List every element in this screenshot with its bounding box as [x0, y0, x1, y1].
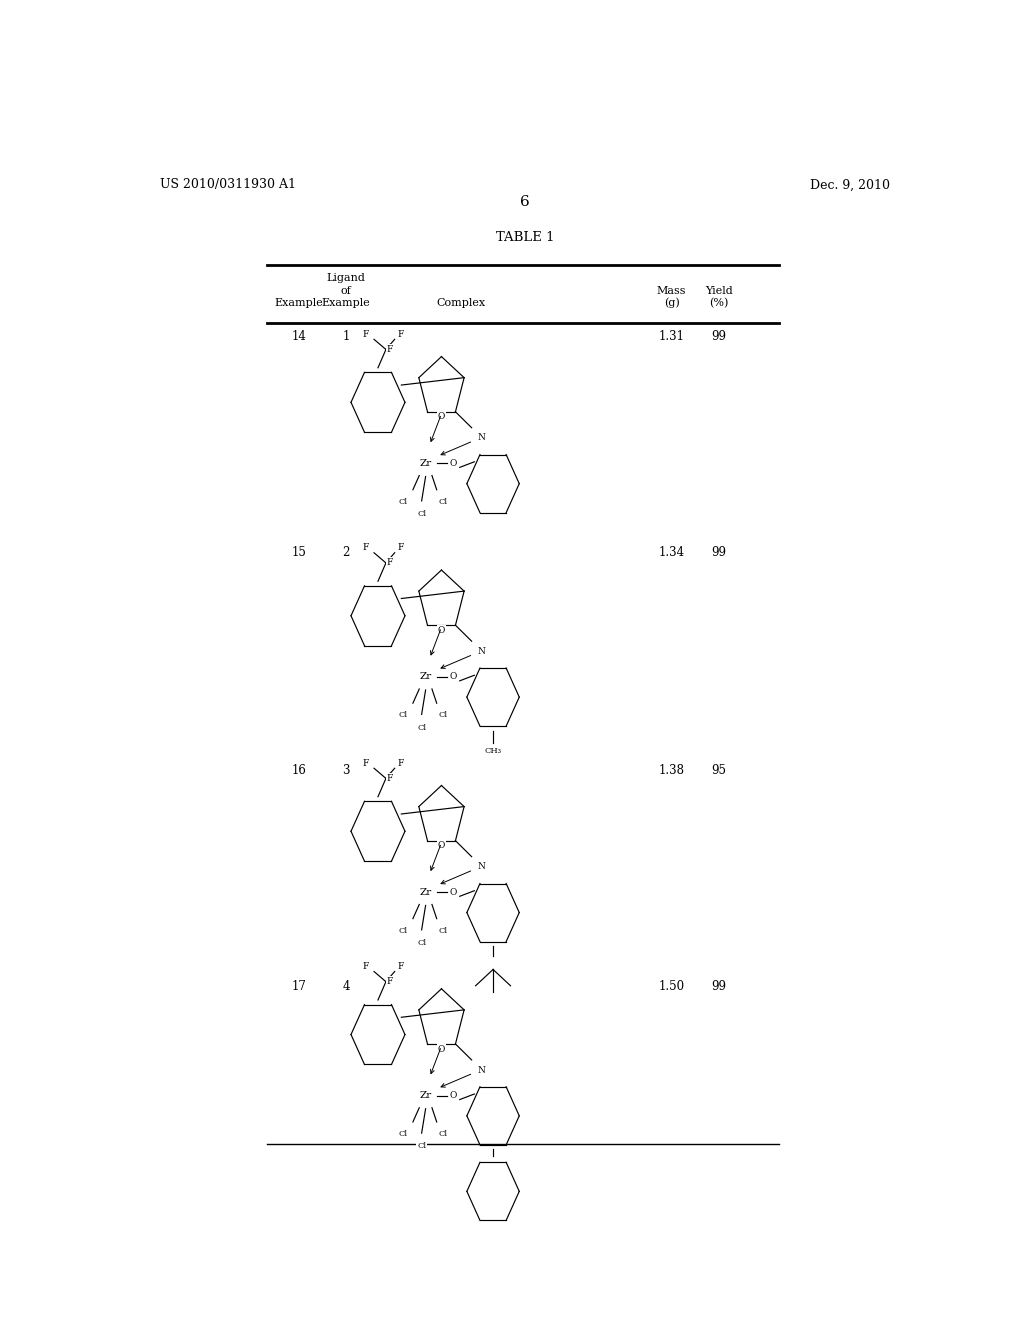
Text: O: O	[438, 412, 445, 421]
Text: Cl: Cl	[398, 1130, 408, 1138]
Text: (%): (%)	[710, 297, 729, 308]
Text: 15: 15	[291, 546, 306, 560]
Text: F: F	[362, 962, 370, 972]
Text: Example: Example	[322, 298, 371, 308]
Text: 2: 2	[343, 546, 350, 560]
Text: F: F	[397, 962, 403, 972]
Text: O: O	[450, 459, 457, 467]
Text: 1.38: 1.38	[658, 764, 685, 776]
Text: 1: 1	[343, 330, 350, 343]
Text: F: F	[397, 330, 403, 339]
Text: TABLE 1: TABLE 1	[496, 231, 554, 244]
Text: N: N	[477, 433, 485, 442]
Text: Cl: Cl	[398, 498, 408, 506]
Text: O: O	[438, 626, 445, 635]
Text: O: O	[438, 1044, 445, 1053]
Text: F: F	[362, 759, 370, 768]
Text: 1.50: 1.50	[658, 981, 685, 993]
Text: CH₃: CH₃	[484, 747, 502, 755]
Text: 99: 99	[712, 546, 727, 560]
Text: F: F	[387, 345, 393, 354]
Text: Cl: Cl	[417, 1142, 426, 1150]
Text: Dec. 9, 2010: Dec. 9, 2010	[810, 178, 890, 191]
Text: Example: Example	[274, 298, 323, 308]
Text: N: N	[477, 647, 485, 656]
Text: O: O	[450, 888, 457, 896]
Text: Zr: Zr	[420, 672, 432, 681]
Text: 1.31: 1.31	[658, 330, 685, 343]
Text: Cl: Cl	[417, 510, 426, 519]
Text: US 2010/0311930 A1: US 2010/0311930 A1	[160, 178, 296, 191]
Text: Cl: Cl	[438, 498, 447, 506]
Text: Cl: Cl	[438, 927, 447, 935]
Text: Complex: Complex	[437, 298, 485, 308]
Text: Cl: Cl	[398, 927, 408, 935]
Text: Zr: Zr	[420, 1092, 432, 1100]
Text: 16: 16	[291, 764, 306, 776]
Text: 1.34: 1.34	[658, 546, 685, 560]
Text: Cl: Cl	[417, 723, 426, 731]
Text: 17: 17	[291, 981, 306, 993]
Text: 6: 6	[520, 195, 529, 209]
Text: 4: 4	[342, 981, 350, 993]
Text: F: F	[387, 977, 393, 986]
Text: N: N	[477, 862, 485, 871]
Text: Cl: Cl	[438, 1130, 447, 1138]
Text: F: F	[387, 774, 393, 783]
Text: 95: 95	[712, 764, 727, 776]
Text: (g): (g)	[664, 297, 680, 308]
Text: F: F	[362, 544, 370, 552]
Text: 3: 3	[342, 764, 350, 776]
Text: F: F	[387, 558, 393, 568]
Text: Cl: Cl	[417, 939, 426, 946]
Text: O: O	[450, 672, 457, 681]
Text: Mass: Mass	[656, 285, 686, 296]
Text: N: N	[477, 1065, 485, 1074]
Text: Zr: Zr	[420, 888, 432, 896]
Text: F: F	[397, 759, 403, 768]
Text: 99: 99	[712, 330, 727, 343]
Text: Cl: Cl	[438, 711, 447, 719]
Text: Yield: Yield	[706, 285, 733, 296]
Text: F: F	[397, 544, 403, 552]
Text: Zr: Zr	[420, 459, 432, 467]
Text: O: O	[450, 1092, 457, 1100]
Text: of: of	[341, 285, 351, 296]
Text: 14: 14	[291, 330, 306, 343]
Text: 99: 99	[712, 981, 727, 993]
Text: O: O	[438, 841, 445, 850]
Text: F: F	[362, 330, 370, 339]
Text: Cl: Cl	[398, 711, 408, 719]
Text: Ligand: Ligand	[327, 273, 366, 284]
